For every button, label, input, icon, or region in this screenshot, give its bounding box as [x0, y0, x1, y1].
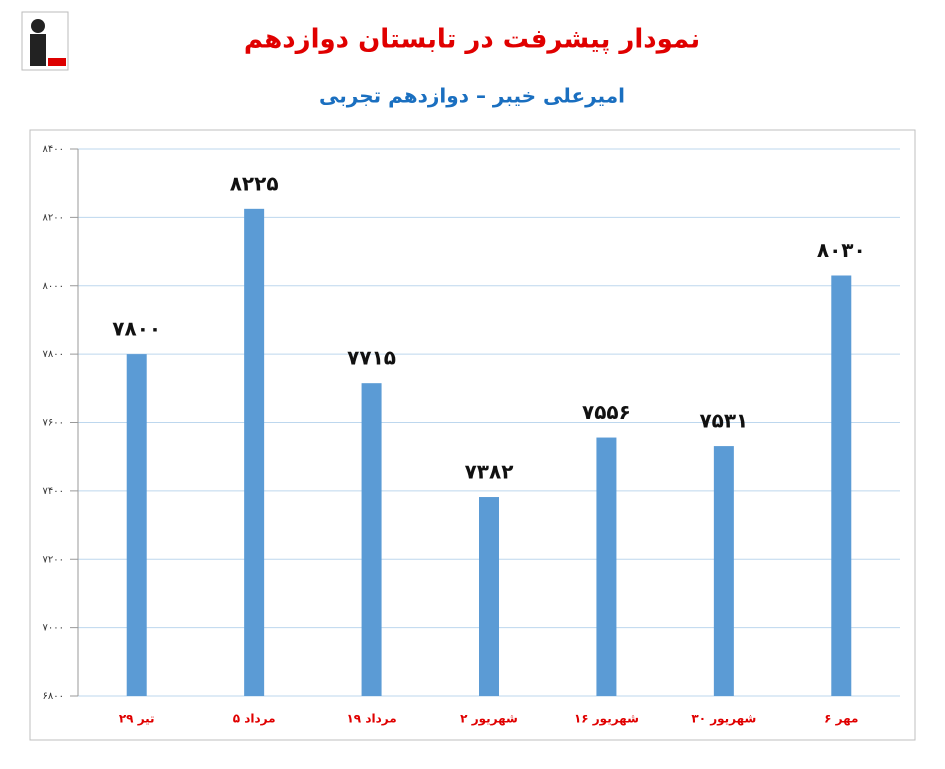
bar — [244, 208, 265, 696]
bar — [361, 383, 382, 696]
value-label: ۷۳۸۲ — [465, 460, 514, 484]
y-tick-label: ۸۲۰۰ — [43, 212, 64, 223]
value-label: ۷۵۵۶ — [582, 400, 631, 424]
logo — [21, 11, 69, 71]
bar — [596, 437, 617, 696]
plot-frame — [29, 129, 916, 741]
y-tick-label: ۷۲۰۰ — [43, 554, 64, 565]
x-tick-label: ۵ مرداد — [233, 712, 276, 726]
x-tick-label: ۲۹ تیر — [119, 712, 155, 726]
chart-subtitle: امیرعلی خیبر – دوازدهم تجربی — [319, 84, 625, 108]
y-tick-label: ۸۴۰۰ — [43, 144, 64, 155]
value-label: ۷۵۳۱ — [699, 409, 748, 433]
x-tick-label: ۱۶ شهریور — [574, 712, 639, 727]
y-tick-label: ۷۸۰۰ — [43, 349, 64, 360]
y-tick-label: ۶۸۰۰ — [43, 691, 64, 702]
y-tick-label: ۸۰۰۰ — [43, 281, 64, 292]
value-label: ۸۲۲۵ — [230, 171, 279, 195]
value-label: ۷۸۰۰ — [112, 317, 161, 341]
x-tick-label: ۳۰ شهریور — [691, 712, 756, 727]
x-tick-label: ۲ شهریور — [460, 712, 518, 727]
y-tick-label: ۷۴۰۰ — [43, 486, 64, 497]
bar — [126, 354, 147, 696]
chart-title: نمودار پیشرفت در تابستان دوازدهم — [244, 25, 700, 55]
bar — [479, 497, 499, 696]
value-label: ۷۷۱۵ — [347, 346, 396, 370]
y-tick-label: ۷۰۰۰ — [43, 623, 64, 634]
x-tick-label: ۶ مهر — [824, 712, 858, 726]
bar — [713, 446, 734, 696]
value-label: ۸۰۳۰ — [817, 238, 866, 262]
bar — [831, 275, 852, 696]
x-tick-label: ۱۹ مرداد — [346, 712, 396, 726]
y-tick-label: ۷۶۰۰ — [43, 418, 64, 429]
